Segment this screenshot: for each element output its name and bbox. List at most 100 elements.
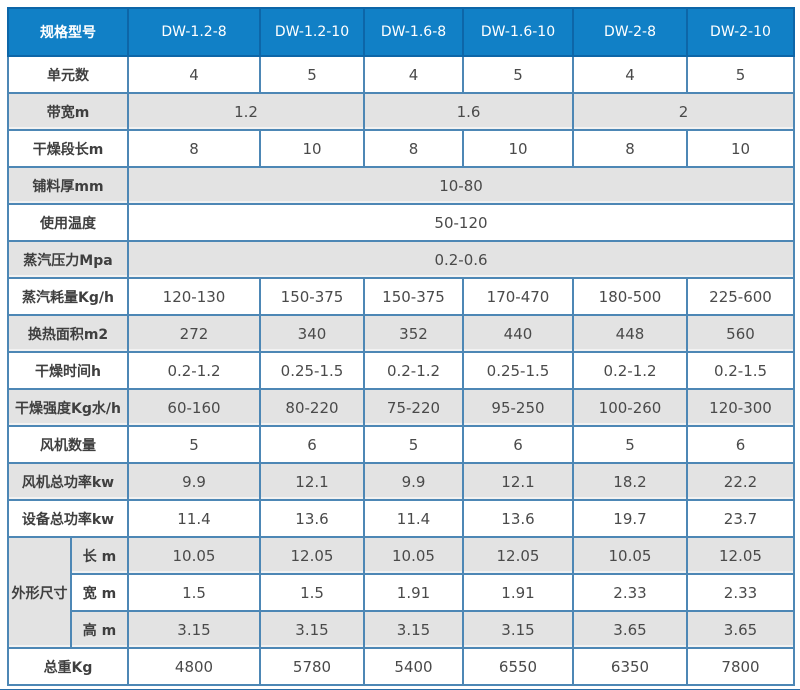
table-cell: 10: [686, 129, 795, 168]
row-label: 铺料厚mm: [7, 166, 129, 205]
table-cell: 8: [363, 129, 464, 168]
table-cell: 1.6: [363, 92, 574, 131]
table-cell: 12.05: [259, 536, 365, 575]
table-cell: 3.15: [462, 610, 574, 649]
row-fan-count: 风机数量 5 6 5 6 5 6: [7, 425, 795, 464]
row-belt-width: 带宽m 1.2 1.6 2: [7, 92, 795, 131]
row-label: 蒸汽压力Mpa: [7, 240, 129, 279]
row-dimension-height: 高 m 3.15 3.15 3.15 3.15 3.65 3.65: [8, 610, 795, 649]
column-header-model-1: DW-1.2-8: [127, 7, 261, 57]
table-cell: 10.05: [572, 536, 688, 575]
table-cell: 60-160: [127, 388, 261, 427]
row-unit-count: 单元数 4 5 4 5 4 5: [7, 55, 795, 94]
column-header-model-2: DW-1.2-10: [259, 7, 365, 57]
table-cell: 100-260: [572, 388, 688, 427]
row-label: 设备总功率kw: [7, 499, 129, 538]
table-cell: 272: [127, 314, 261, 353]
table-cell: 3.65: [686, 610, 795, 649]
row-label: 蒸汽耗量Kg/h: [7, 277, 129, 316]
row-operating-temperature: 使用温度 50-120: [7, 203, 795, 242]
table-cell: 340: [259, 314, 365, 353]
table-cell: 12.05: [462, 536, 574, 575]
table-cell: 9.9: [127, 462, 261, 501]
table-cell: 1.5: [127, 573, 261, 612]
table-cell: 5: [259, 55, 365, 94]
table-cell: 10.05: [127, 536, 261, 575]
table-cell: 10: [462, 129, 574, 168]
table-cell: 9.9: [363, 462, 464, 501]
column-header-model-3: DW-1.6-8: [363, 7, 464, 57]
row-fan-total-power: 风机总功率kw 9.9 12.1 9.9 12.1 18.2 22.2: [7, 462, 795, 501]
table-cell: 0.2-1.2: [363, 351, 464, 390]
table-cell: 8: [127, 129, 261, 168]
row-label: 干燥强度Kg水/h: [7, 388, 129, 427]
row-drying-time: 干燥时间h 0.2-1.2 0.25-1.5 0.2-1.2 0.25-1.5 …: [7, 351, 795, 390]
table-cell: 4: [572, 55, 688, 94]
table-cell: 1.91: [363, 573, 464, 612]
table-cell: 150-375: [363, 277, 464, 316]
table-cell: 3.15: [127, 610, 261, 649]
table-cell: 22.2: [686, 462, 795, 501]
table-cell: 10-80: [127, 166, 795, 205]
table-cell: 120-300: [686, 388, 795, 427]
table-cell: 6550: [462, 647, 574, 686]
table-cell: 4800: [127, 647, 261, 686]
table-cell: 19.7: [572, 499, 688, 538]
table-cell: 80-220: [259, 388, 365, 427]
row-label: 风机数量: [7, 425, 129, 464]
table-cell: 3.15: [363, 610, 464, 649]
row-heat-exchange-area: 换热面积m2 272 340 352 440 448 560: [7, 314, 795, 353]
table-cell: 0.2-1.2: [127, 351, 261, 390]
row-steam-pressure: 蒸汽压力Mpa 0.2-0.6: [7, 240, 795, 279]
table-cell: 0.2-1.2: [572, 351, 688, 390]
table-cell: 3.65: [572, 610, 688, 649]
table-cell: 5: [127, 425, 261, 464]
table-cell: 4: [363, 55, 464, 94]
dimension-group-label: 外形尺寸: [7, 536, 72, 649]
table-cell: 6: [259, 425, 365, 464]
row-label: 使用温度: [7, 203, 129, 242]
table-cell: 7800: [686, 647, 795, 686]
column-header-model-6: DW-2-10: [686, 7, 795, 57]
table-cell: 2.33: [686, 573, 795, 612]
row-label: 长 m: [70, 536, 129, 575]
table-cell: 12.05: [686, 536, 795, 575]
table-cell: 2: [572, 92, 795, 131]
row-label: 单元数: [7, 55, 129, 94]
row-label: 宽 m: [70, 573, 129, 612]
table-cell: 18.2: [572, 462, 688, 501]
row-label: 高 m: [70, 610, 129, 649]
table-cell: 440: [462, 314, 574, 353]
column-header-model-4: DW-1.6-10: [462, 7, 574, 57]
table-cell: 10: [259, 129, 365, 168]
table-cell: 560: [686, 314, 795, 353]
row-label: 带宽m: [7, 92, 129, 131]
row-dimension-length: 外形尺寸 长 m 10.05 12.05 10.05 12.05 10.05 1…: [7, 536, 795, 649]
table-cell: 448: [572, 314, 688, 353]
row-dimension-width: 宽 m 1.5 1.5 1.91 1.91 2.33 2.33: [8, 573, 795, 612]
table-cell: 13.6: [259, 499, 365, 538]
table-cell: 95-250: [462, 388, 574, 427]
table-cell: 1.5: [259, 573, 365, 612]
table-cell: 1.2: [127, 92, 365, 131]
row-label: 总重Kg: [7, 647, 129, 686]
table-cell: 170-470: [462, 277, 574, 316]
row-label: 换热面积m2: [7, 314, 129, 353]
table-cell: 2.33: [572, 573, 688, 612]
table-cell: 5: [686, 55, 795, 94]
table-cell: 11.4: [363, 499, 464, 538]
table-cell: 0.25-1.5: [462, 351, 574, 390]
table-cell: 8: [572, 129, 688, 168]
column-header-model-5: DW-2-8: [572, 7, 688, 57]
table-cell: 5780: [259, 647, 365, 686]
row-drying-intensity: 干燥强度Kg水/h 60-160 80-220 75-220 95-250 10…: [7, 388, 795, 427]
table-cell: 150-375: [259, 277, 365, 316]
table-cell: 6: [462, 425, 574, 464]
table-cell: 5: [572, 425, 688, 464]
table-cell: 0.2-1.5: [686, 351, 795, 390]
row-equipment-total-power: 设备总功率kw 11.4 13.6 11.4 13.6 19.7 23.7: [7, 499, 795, 538]
table-cell: 6: [686, 425, 795, 464]
header-spec-model: 规格型号: [7, 7, 129, 57]
row-material-thickness: 铺料厚mm 10-80: [7, 166, 795, 205]
table-cell: 13.6: [462, 499, 574, 538]
